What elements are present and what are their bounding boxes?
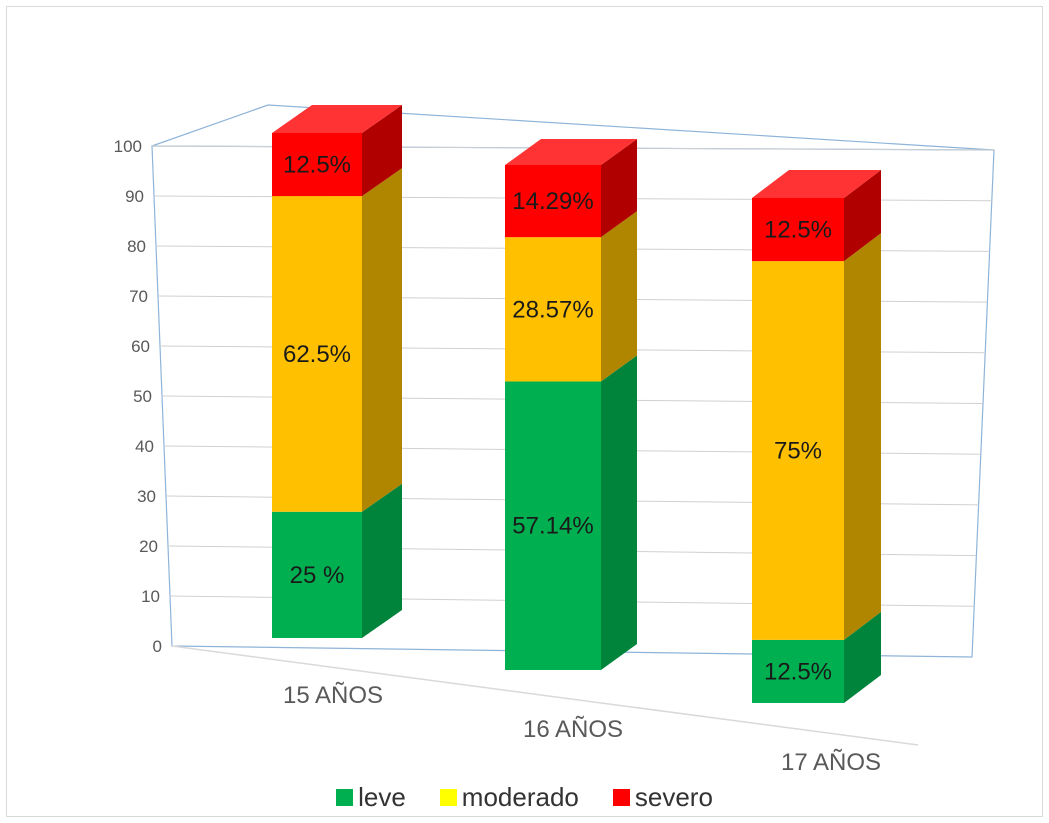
legend: leve moderado severo: [0, 782, 1049, 813]
bar-segment-severo: [505, 165, 601, 238]
x-category-label: 15 AÑOS: [283, 682, 383, 709]
data-label-moderado: 62.5%: [283, 341, 351, 368]
legend-swatch-leve: [336, 789, 354, 806]
y-tick-label: 60: [131, 337, 150, 356]
legend-item-moderado: moderado: [439, 782, 579, 813]
y-tick-label: 50: [133, 387, 152, 406]
data-label-moderado: 28.57%: [512, 296, 593, 323]
bar-segment-leve: [752, 639, 844, 703]
legend-label-moderado: moderado: [461, 782, 579, 812]
data-label-severo: 12.5%: [283, 152, 351, 179]
bar-segment-leve: [505, 381, 601, 670]
y-tick-label: 20: [139, 537, 158, 556]
bar-segment-moderado: [752, 261, 844, 640]
bar-top-severo: [272, 105, 402, 133]
data-label-leve: 57.14%: [512, 513, 593, 540]
bar-segment-moderado: [505, 237, 601, 382]
bar-side-severo: [601, 139, 637, 238]
legend-item-leve: leve: [336, 782, 406, 813]
bar-top-severo: [752, 170, 881, 198]
floor-line: [171, 645, 919, 746]
y-tick-label: 100: [114, 137, 142, 156]
legend-label-leve: leve: [358, 782, 406, 812]
bar-side-leve: [362, 483, 402, 638]
y-tick-label: 30: [137, 487, 156, 506]
chart-frame: [6, 6, 1043, 817]
bar-segment-leve: [272, 511, 362, 638]
x-category-label: 16 AÑOS: [523, 716, 623, 743]
bar-side-severo: [844, 170, 881, 262]
data-label-severo: 12.5%: [764, 217, 832, 244]
bar-side-severo: [362, 105, 402, 197]
data-label-leve: 12.5%: [764, 658, 832, 685]
bar-side-moderado: [844, 233, 881, 640]
y-tick-label: 90: [125, 187, 144, 206]
bar-segment-severo: [272, 133, 362, 197]
data-label-leve: 25 %: [290, 562, 345, 589]
bar-side-moderado: [362, 168, 402, 512]
legend-item-severo: severo: [612, 782, 713, 813]
x-category-label: 17 AÑOS: [781, 749, 881, 776]
data-label-moderado: 75%: [774, 438, 822, 465]
y-tick-label: 70: [129, 287, 148, 306]
y-tick-label: 0: [153, 637, 162, 656]
bar-side-leve: [601, 355, 637, 670]
bar-top-severo: [505, 139, 637, 165]
wall-top-edge: [151, 104, 995, 151]
legend-swatch-moderado: [439, 789, 457, 806]
data-label-severo: 14.29%: [512, 188, 593, 215]
y-tick-label: 80: [127, 237, 146, 256]
y-tick-label: 10: [141, 587, 160, 606]
y-tick-label: 40: [135, 437, 154, 456]
legend-swatch-severo: [612, 789, 630, 806]
legend-label-severo: severo: [634, 782, 713, 812]
bar-segment-moderado: [272, 196, 362, 512]
bar-side-leve: [844, 611, 881, 703]
bar-side-moderado: [601, 211, 637, 382]
bar-segment-severo: [752, 198, 844, 262]
